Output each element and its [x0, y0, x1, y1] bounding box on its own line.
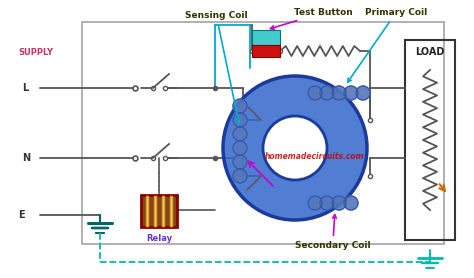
Circle shape — [233, 155, 247, 169]
Circle shape — [320, 196, 334, 210]
Circle shape — [233, 127, 247, 141]
Circle shape — [233, 141, 247, 155]
Circle shape — [332, 86, 346, 100]
Text: Test Button: Test Button — [271, 8, 353, 29]
FancyBboxPatch shape — [252, 45, 280, 57]
Circle shape — [223, 76, 367, 220]
FancyBboxPatch shape — [252, 30, 280, 45]
Text: homemadecircuits.com: homemadecircuits.com — [265, 152, 365, 160]
Circle shape — [344, 196, 358, 210]
Circle shape — [308, 86, 322, 100]
Text: E: E — [18, 210, 25, 220]
Text: LOAD: LOAD — [415, 47, 445, 57]
Text: SUPPLY: SUPPLY — [18, 48, 53, 56]
Circle shape — [233, 99, 247, 113]
Circle shape — [344, 86, 358, 100]
Text: Secondary Coil: Secondary Coil — [295, 215, 371, 250]
Text: N: N — [22, 153, 30, 163]
Circle shape — [263, 116, 327, 180]
Circle shape — [320, 86, 334, 100]
Circle shape — [332, 196, 346, 210]
Circle shape — [356, 86, 370, 100]
Text: L: L — [22, 83, 28, 93]
Circle shape — [308, 196, 322, 210]
Text: Primary Coil: Primary Coil — [347, 8, 427, 82]
Text: Sensing Coil: Sensing Coil — [185, 11, 247, 123]
Circle shape — [233, 169, 247, 183]
Text: Relay: Relay — [146, 234, 172, 242]
FancyBboxPatch shape — [141, 195, 177, 227]
Circle shape — [233, 113, 247, 127]
